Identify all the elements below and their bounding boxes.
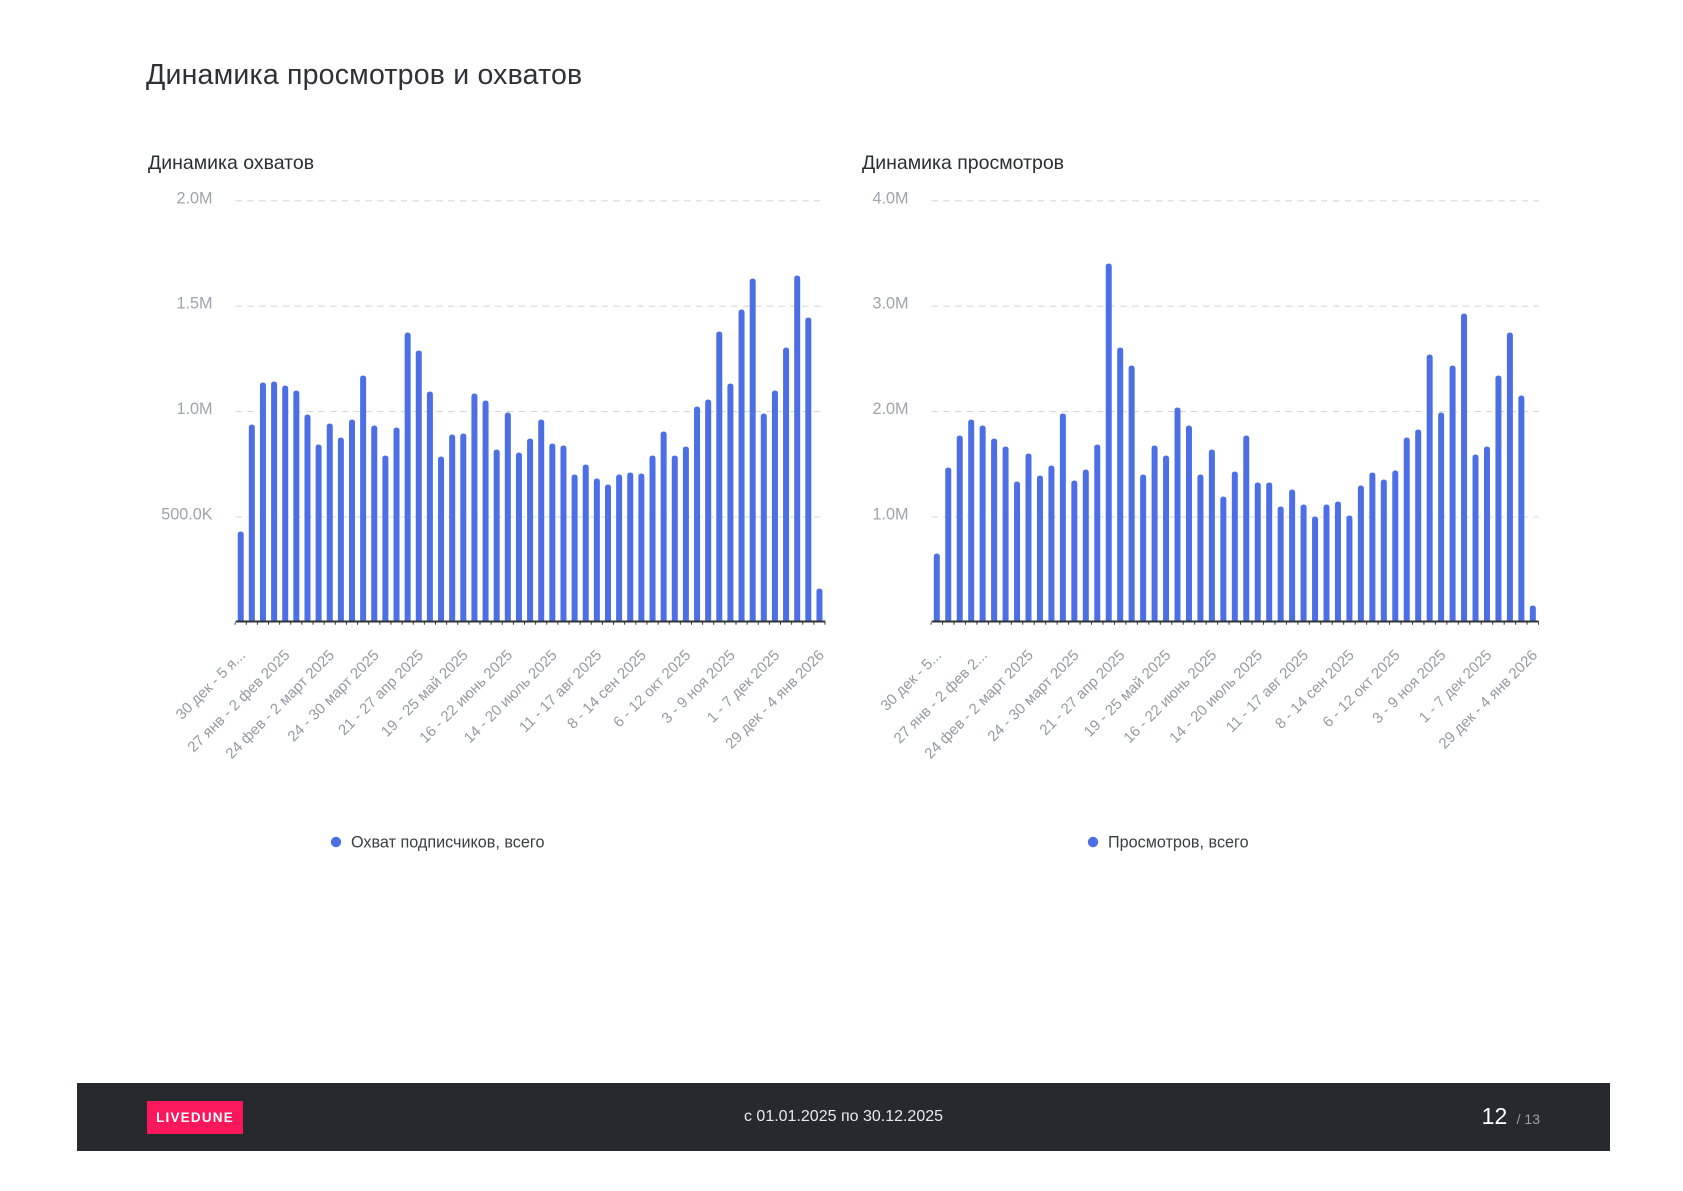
svg-text:Просмотров, всего: Просмотров, всего <box>1108 834 1249 852</box>
svg-text:3.0M: 3.0M <box>873 295 909 313</box>
svg-text:8 - 14 сен 2025: 8 - 14 сен 2025 <box>1272 647 1358 733</box>
svg-text:Охват подписчиков, всего: Охват подписчиков, всего <box>351 834 544 852</box>
svg-text:1.5M: 1.5M <box>177 295 213 313</box>
svg-text:1.0M: 1.0M <box>873 506 909 524</box>
svg-text:4.0M: 4.0M <box>873 189 909 207</box>
svg-text:6 - 12 окт 2025: 6 - 12 окт 2025 <box>610 647 694 731</box>
svg-text:11 - 17 авг 2025: 11 - 17 авг 2025 <box>1223 647 1312 736</box>
svg-text:2.0M: 2.0M <box>177 189 213 207</box>
svg-text:2.0M: 2.0M <box>873 400 909 418</box>
svg-text:21 - 27 апр 2025: 21 - 27 апр 2025 <box>1036 647 1128 739</box>
svg-text:500.0K: 500.0K <box>161 506 213 524</box>
svg-text:1.0M: 1.0M <box>177 400 213 418</box>
svg-text:8 - 14 сен 2025: 8 - 14 сен 2025 <box>564 647 650 733</box>
